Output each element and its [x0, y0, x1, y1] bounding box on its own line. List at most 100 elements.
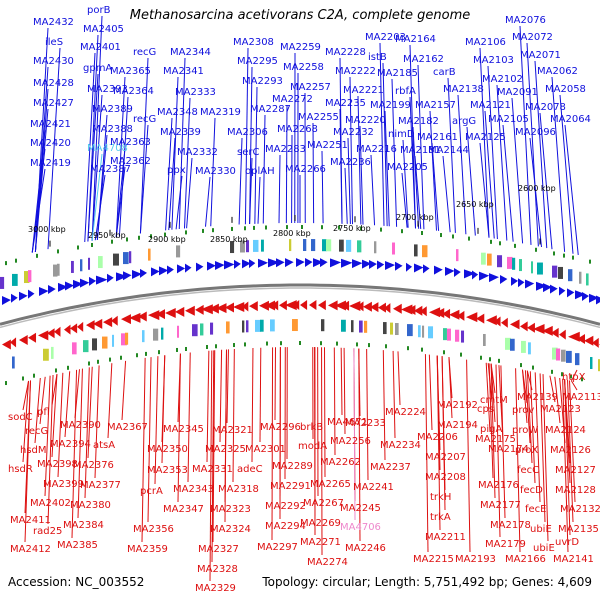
forward-gene-label: MA2319: [200, 107, 241, 118]
inner-green-tick: [33, 373, 35, 378]
reverse-leader-line: [564, 379, 571, 536]
forward-gene-arrow: [96, 275, 108, 285]
inner-green-tick: [356, 342, 358, 347]
inner-function-block: [359, 320, 363, 333]
reverse-gene-label: MA2292: [265, 501, 306, 512]
inner-function-block: [443, 328, 447, 341]
forward-gene-arrow: [196, 262, 204, 272]
reverse-gene-label: rad25: [33, 526, 62, 537]
forward-gene-label: MA2096: [515, 127, 556, 138]
reverse-leader-line: [211, 350, 215, 563]
forward-gene-label: MA2091: [497, 87, 538, 98]
forward-gene-arrow: [234, 259, 241, 269]
reverse-gene-arrow: [494, 316, 501, 327]
outer-green-tick: [15, 258, 17, 263]
reverse-gene-label: MA2246: [345, 543, 386, 554]
forward-gene-arrow: [454, 268, 461, 278]
reverse-gene-label: MA2289: [272, 461, 313, 472]
forward-gene-arrow: [215, 261, 225, 271]
inner-green-tick: [185, 346, 187, 351]
forward-leader-line: [370, 154, 376, 226]
forward-gene-label: ileS: [45, 37, 63, 48]
forward-leader-line: [357, 95, 362, 225]
forward-leader-line: [511, 97, 524, 244]
reverse-gene-arrow: [466, 312, 478, 323]
forward-gene-label: MA2259: [280, 42, 321, 53]
forward-leader-line: [139, 57, 149, 234]
inner-green-tick: [215, 344, 217, 349]
forward-gene-arrow: [536, 281, 548, 291]
outer-function-block: [123, 252, 129, 265]
inner-function-block: [12, 356, 15, 369]
forward-gene-label: MA2103: [473, 55, 514, 66]
forward-gene-arrow: [575, 290, 586, 300]
forward-leader-line: [379, 42, 385, 226]
inner-green-tick: [22, 376, 24, 381]
reverse-gene-label: MA2294: [265, 521, 306, 532]
forward-gene-label: MA2344: [170, 47, 211, 58]
reverse-leader-line: [71, 369, 78, 539]
reverse-gene-arrow: [148, 310, 160, 321]
reverse-gene-label: MA2124: [545, 425, 586, 436]
inner-green-tick: [244, 342, 246, 347]
reverse-gene-label: MA2356: [133, 524, 174, 535]
outer-function-block: [261, 239, 264, 252]
inner-green-tick: [368, 343, 370, 348]
reverse-gene-arrow: [442, 308, 451, 319]
reverse-gene-arrow: [47, 328, 55, 339]
reverse-gene-label: fecE: [525, 504, 547, 515]
inner-function-block: [226, 321, 230, 334]
forward-gene-label: MA2078: [525, 102, 566, 113]
inner-function-block: [407, 324, 413, 337]
forward-gene-label: MA2341: [163, 66, 204, 77]
reverse-gene-arrow: [38, 330, 49, 341]
reverse-gene-arrow: [577, 334, 586, 345]
reverse-gene-label: MA2208: [425, 472, 466, 483]
inner-function-block: [575, 353, 580, 366]
reverse-leader-line: [226, 349, 229, 424]
reverse-gene-label: pfl: [37, 407, 50, 418]
forward-gene-arrow: [377, 260, 385, 270]
reverse-gene-label: MA2234: [380, 440, 421, 451]
reverse-gene-label: MA2211: [425, 532, 466, 543]
outer-green-tick: [589, 259, 591, 264]
forward-gene-label: MA2105: [488, 114, 529, 125]
reverse-gene-label: MA2113: [562, 392, 600, 403]
forward-gene-arrow: [385, 261, 396, 271]
reverse-gene-arrow: [457, 310, 465, 321]
outer-green-tick: [77, 245, 79, 250]
forward-gene-arrow: [258, 258, 269, 268]
forward-leader-line: [34, 108, 49, 252]
reverse-gene-label: MA2215: [413, 554, 454, 565]
reverse-leader-line: [39, 376, 46, 425]
reverse-leader-line: [206, 350, 210, 463]
reverse-gene-label: MA2194: [437, 420, 478, 431]
reverse-gene-label: proX: [515, 445, 538, 456]
reverse-gene-label: cps: [477, 404, 494, 415]
forward-leader-line: [171, 76, 179, 230]
outer-green-tick: [452, 234, 454, 239]
reverse-gene-label: MA2132: [560, 504, 600, 515]
outer-function-block: [392, 242, 395, 255]
inner-green-tick: [97, 359, 99, 364]
reverse-leader-line: [534, 372, 541, 503]
reverse-leader-line: [490, 363, 496, 499]
forward-gene-label: MA2420: [30, 138, 71, 149]
reverse-gene-label: sodC: [8, 412, 33, 423]
forward-gene-label: MA2266: [285, 164, 326, 175]
scale-tick-label: 2700 kbp: [396, 213, 434, 222]
forward-gene-label: nimD: [388, 129, 415, 140]
reverse-gene-arrow: [70, 323, 78, 334]
reverse-leader-line: [562, 378, 569, 553]
forward-gene-arrow: [207, 261, 216, 271]
inner-function-block: [142, 330, 145, 343]
forward-leader-line: [457, 94, 467, 235]
reverse-leader-line: [424, 354, 429, 553]
reverse-leader-line: [274, 347, 276, 421]
reverse-gene-label: MA2359: [127, 544, 168, 555]
outer-green-tick: [138, 235, 140, 240]
forward-gene-arrow: [550, 284, 558, 294]
reverse-gene-arrow: [259, 300, 269, 311]
reverse-leader-line: [84, 367, 90, 499]
reverse-leader-line: [47, 374, 54, 525]
